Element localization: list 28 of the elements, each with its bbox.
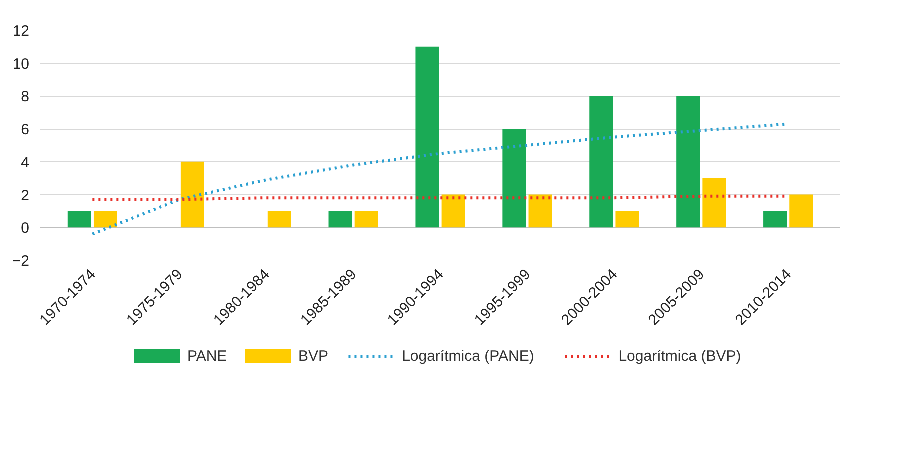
bar	[94, 211, 118, 228]
y-tick-label: 8	[21, 88, 30, 106]
y-tick-label: 2	[21, 187, 30, 204]
bar	[442, 194, 466, 228]
bar	[502, 129, 526, 228]
y-tick-label: 0	[21, 220, 30, 238]
y-tick-label: 12	[12, 23, 30, 40]
bar	[764, 211, 788, 228]
bar	[328, 211, 352, 228]
bar	[68, 211, 92, 228]
bar	[354, 211, 378, 228]
bar	[180, 162, 204, 228]
legend-label: Logarítmica (PANE)	[402, 348, 534, 365]
legend-label: Logarítmica (BVP)	[618, 348, 742, 365]
y-tick-label: 4	[21, 154, 30, 172]
bar	[616, 211, 640, 228]
bar	[790, 194, 814, 228]
legend-label: BVP	[298, 348, 329, 365]
bar	[676, 96, 700, 228]
y-tick-label: 6	[21, 122, 30, 139]
y-tick-label: −2	[12, 253, 30, 270]
bar	[528, 194, 552, 228]
y-tick-label: 10	[12, 56, 30, 73]
bar	[590, 96, 614, 228]
bar	[702, 178, 726, 228]
bar	[416, 46, 440, 228]
legend-label: PANE	[187, 348, 228, 365]
bar	[268, 211, 292, 228]
